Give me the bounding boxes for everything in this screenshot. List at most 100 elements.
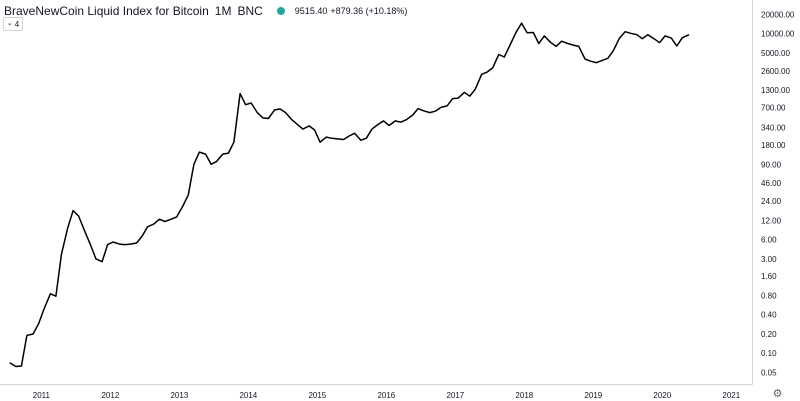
- price-point: [50, 293, 52, 295]
- price-point: [43, 308, 45, 310]
- price-point: [469, 95, 471, 97]
- price-point: [38, 323, 40, 325]
- price-point: [555, 46, 557, 48]
- price-point: [671, 37, 673, 39]
- price-point: [578, 46, 580, 48]
- price-point: [285, 112, 287, 114]
- price-point: [423, 110, 425, 112]
- price-point: [464, 92, 466, 94]
- price-point: [67, 228, 69, 230]
- price-point: [360, 139, 362, 141]
- price-point: [112, 241, 114, 243]
- x-tick-label: 2011: [33, 391, 51, 400]
- price-point: [84, 231, 86, 233]
- x-tick-label: 2019: [584, 391, 602, 400]
- price-point: [302, 128, 304, 130]
- price-point: [164, 221, 166, 223]
- price-point: [688, 34, 690, 36]
- price-point: [383, 120, 385, 122]
- y-tick-label: 46.00: [761, 179, 782, 188]
- y-tick-label: 1300.00: [761, 86, 790, 95]
- price-point: [452, 98, 454, 100]
- price-point: [538, 43, 540, 45]
- price-point: [481, 74, 483, 76]
- price-point: [573, 44, 575, 46]
- price-point: [486, 71, 488, 73]
- x-tick-label: 2015: [308, 391, 326, 400]
- price-point: [624, 31, 626, 33]
- price-change: +879.36 (+10.18%): [330, 6, 408, 16]
- interval-label[interactable]: 1M: [214, 4, 232, 18]
- x-tick-label: 2013: [170, 391, 188, 400]
- price-point: [584, 58, 586, 60]
- price-point: [228, 152, 230, 154]
- price-point: [395, 120, 397, 122]
- x-tick-label: 2018: [515, 391, 533, 400]
- price-point: [457, 97, 459, 99]
- price-point: [388, 125, 390, 127]
- price-point: [55, 295, 57, 297]
- price-point: [619, 37, 621, 39]
- price-point: [15, 366, 17, 368]
- price-point: [509, 45, 511, 47]
- price-point: [279, 108, 281, 110]
- price-point: [435, 110, 437, 112]
- gear-icon[interactable]: ⚙: [772, 388, 783, 400]
- price-point: [193, 164, 195, 166]
- price-point: [216, 161, 218, 163]
- price-point: [664, 35, 666, 37]
- y-tick-label: 2600.00: [761, 67, 790, 76]
- price-point: [607, 58, 609, 60]
- price-point: [205, 153, 207, 155]
- price-point: [319, 141, 321, 143]
- price-point: [326, 136, 328, 138]
- price-point: [602, 60, 604, 62]
- price-point: [61, 254, 63, 256]
- y-tick-label: 180.00: [761, 141, 786, 150]
- price-point: [136, 242, 138, 244]
- price-point: [257, 112, 259, 114]
- price-point: [400, 121, 402, 123]
- price-point: [222, 153, 224, 155]
- x-tick-label: 2012: [101, 391, 119, 400]
- exchange-label: BNC: [237, 4, 263, 18]
- price-point: [521, 22, 523, 24]
- price-point: [90, 244, 92, 246]
- price-point: [504, 56, 506, 58]
- price-point: [417, 108, 419, 110]
- x-tick-label: 2016: [377, 391, 395, 400]
- price-point: [107, 244, 109, 246]
- price-point: [159, 218, 161, 220]
- price-point: [308, 125, 310, 127]
- price-point: [291, 119, 293, 121]
- symbol-title[interactable]: BraveNewCoin Liquid Index for Bitcoin: [4, 4, 209, 18]
- price-point: [262, 117, 264, 119]
- price-point: [636, 34, 638, 36]
- chart-header: BraveNewCoin Liquid Index for Bitcoin 1M…: [4, 3, 407, 19]
- price-point: [124, 244, 126, 246]
- price-point: [475, 88, 477, 90]
- price-point: [343, 139, 345, 141]
- collapse-indicators-button[interactable]: ⌄ 4: [3, 17, 23, 31]
- last-price: 9515.40: [294, 6, 328, 16]
- price-point: [119, 243, 121, 245]
- price-point: [72, 210, 74, 212]
- price-point: [630, 33, 632, 35]
- price-point: [533, 32, 535, 34]
- price-point: [199, 151, 201, 153]
- price-point: [331, 138, 333, 140]
- price-line: [9, 22, 690, 368]
- price-point: [181, 207, 183, 209]
- price-point: [101, 261, 103, 263]
- price-point: [647, 34, 649, 36]
- y-tick-label: 1.60: [761, 272, 777, 281]
- y-tick-label: 0.80: [761, 291, 777, 300]
- price-point: [613, 50, 615, 52]
- price-point: [153, 223, 155, 225]
- price-point: [354, 133, 356, 135]
- x-tick-label: 2021: [722, 391, 740, 400]
- indicator-count: 4: [14, 19, 20, 29]
- price-point: [590, 60, 592, 62]
- price-point: [550, 42, 552, 44]
